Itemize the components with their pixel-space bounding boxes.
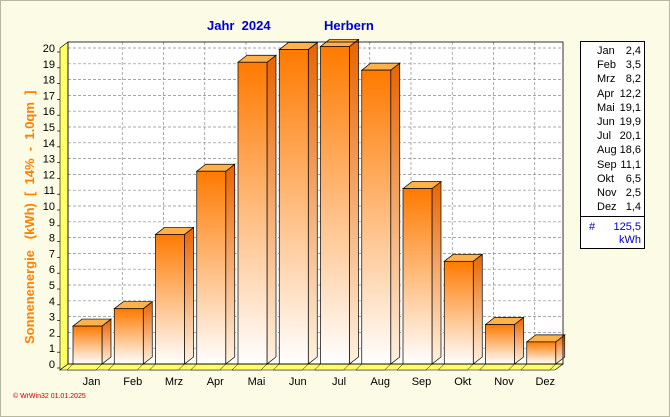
legend-month: Aug (597, 144, 617, 157)
y-tick-label: 20 (43, 43, 55, 55)
legend-total-unit: kWh (619, 234, 641, 246)
y-tick-label: 18 (43, 75, 55, 87)
legend-month: Okt (597, 172, 615, 185)
legend-value: 19,9 (619, 116, 641, 128)
legend-row: Okt 6,5 (581, 172, 644, 186)
bar-okt (437, 253, 484, 371)
y-tick-label: 6 (49, 264, 55, 276)
legend-value: 19,1 (619, 101, 641, 114)
y-tick-label: 15 (43, 122, 55, 134)
legend-row: Mai 19,1 (581, 101, 644, 115)
legend-row: Apr 12,2 (581, 87, 644, 101)
legend-month: Mai (597, 101, 615, 114)
bar-feb (107, 300, 154, 371)
y-tick-label: 17 (43, 90, 55, 102)
y-tick-label: 13 (43, 154, 55, 166)
chart-title-year: Jahr 2024 (207, 18, 271, 33)
legend-total-row: # 125,5 (581, 220, 644, 234)
legend-row: Jul 20,1 (581, 129, 644, 143)
legend-value: 18,6 (619, 144, 641, 157)
x-tick-label: Feb (123, 376, 142, 388)
y-tick-label: 8 (49, 233, 55, 245)
bar-mrz (148, 226, 195, 371)
plot-border (67, 41, 564, 365)
legend-month: Sep (597, 158, 617, 171)
legend-total-value: 125,5 (613, 221, 641, 233)
legend-row: Jun 19,9 (581, 115, 644, 129)
y-tick-label: 19 (43, 59, 55, 71)
x-tick-label: Sep (412, 376, 432, 388)
legend-month: Jul (597, 130, 612, 143)
legend-row: Aug 18,6 (581, 143, 644, 157)
x-tick-label: Jun (289, 376, 307, 388)
y-tick-label: 1 (49, 343, 55, 355)
legend-month: Jan (597, 45, 615, 57)
x-tick-label: Apr (207, 376, 224, 388)
y-tick-label: 12 (43, 169, 55, 181)
legend-row: Jan 2,4 (581, 44, 644, 58)
x-tick-label: Nov (494, 376, 514, 388)
y-tick-label: 7 (49, 248, 55, 260)
legend-value: 2,4 (625, 45, 641, 57)
legend-value: 11,1 (620, 158, 641, 171)
bar-jan (66, 318, 113, 371)
legend-month: Apr (597, 87, 615, 100)
legend-month: Jun (597, 116, 615, 128)
bar-nov (478, 316, 525, 371)
legend-value: 20,1 (619, 130, 641, 143)
legend-value: 8,2 (625, 73, 641, 86)
x-tick-label: Dez (535, 376, 555, 388)
legend-row: Sep 11,1 (581, 158, 644, 172)
bar-apr (190, 163, 236, 371)
y-tick-label: 0 (49, 359, 55, 371)
legend-value: 1,4 (625, 201, 641, 214)
x-tick-label: Okt (454, 376, 471, 388)
bar-mai (231, 54, 278, 371)
y-tick-label: 14 (43, 138, 55, 150)
x-tick-label: Jan (83, 376, 101, 388)
legend-value: 12,2 (619, 87, 641, 100)
bar-aug (355, 62, 401, 371)
legend-separator (581, 216, 644, 217)
footer-copyright: © WrWin32 01.01.2025 (13, 393, 86, 400)
legend: Jan 2,4 Feb 3,5 Mrz 8,2 Apr 12,2 Mai 19,1 Jun 19,9 J… (580, 41, 645, 249)
y-axis-label: Sonnenenergie (kWh) (22, 203, 37, 344)
y-tick-label: 11 (44, 185, 55, 197)
x-tick-label: Jul (332, 376, 346, 388)
chart-title-location: Herbern (324, 18, 374, 33)
bar-sep (396, 180, 443, 371)
legend-value: 3,5 (625, 59, 641, 72)
legend-row: Nov 2,5 (581, 186, 644, 200)
bar-dez (520, 334, 566, 371)
x-tick-label: Mai (248, 376, 266, 388)
y-tick-label: 4 (49, 296, 55, 308)
legend-row: Mrz 8,2 (581, 72, 644, 86)
x-axis-labels: Jan Feb Mrz Apr Mai Jun Jul Aug Sep Okt Nov Dez (83, 376, 555, 388)
legend-month: Feb (597, 59, 616, 72)
y-tick-label: 3 (49, 312, 55, 324)
left-wall (59, 41, 69, 371)
legend-row: Feb 3,5 (581, 58, 644, 72)
y-tick-label: 5 (49, 280, 55, 292)
legend-month: Nov (597, 187, 617, 199)
legend-month: Dez (597, 201, 617, 214)
bar-jun (272, 41, 319, 371)
legend-month: Mrz (597, 73, 616, 86)
y-tick-label: 16 (43, 106, 55, 118)
bar-jul (313, 38, 360, 371)
legend-row: Dez 1,4 (581, 200, 644, 214)
x-tick-label: Aug (370, 376, 390, 388)
legend-value: 6,5 (625, 172, 641, 185)
legend-value: 2,5 (625, 187, 641, 199)
y-tick-label: 2 (49, 327, 55, 339)
y-tick-label: 10 (43, 201, 55, 213)
x-tick-label: Mrz (165, 376, 183, 388)
legend-total-symbol: # (589, 221, 596, 233)
y-tick-label: 9 (49, 217, 55, 229)
y-axis-sublabel: [ 14% - 1.0qm ] (22, 91, 37, 196)
